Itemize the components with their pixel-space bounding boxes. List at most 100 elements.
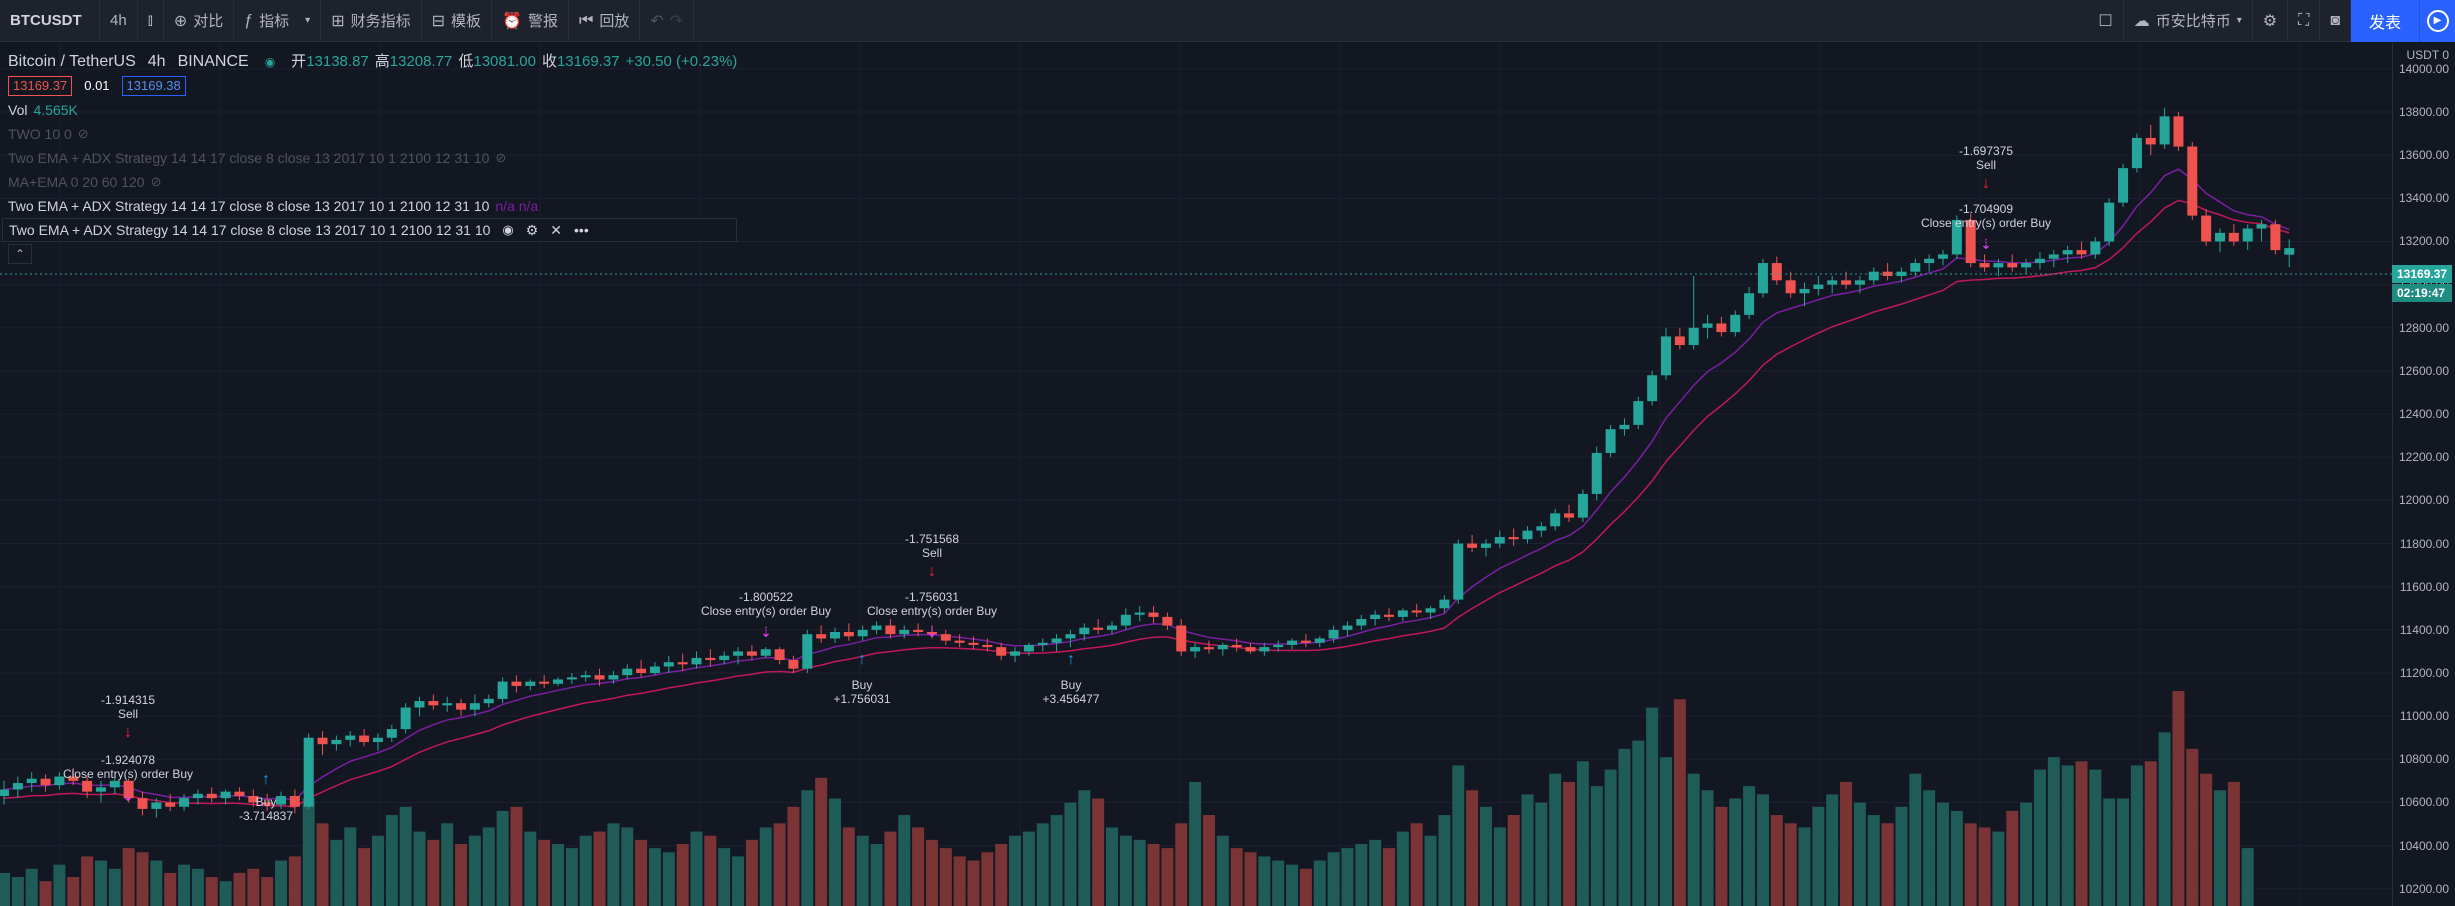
candle-body <box>1633 401 1644 425</box>
layout-button[interactable]: ☐ <box>2088 0 2124 42</box>
price-tick: 12200.00 <box>2398 450 2449 465</box>
volume-bar <box>524 831 537 906</box>
play-button[interactable]: ▶ <box>2419 0 2455 42</box>
chart-pane[interactable]: -1.914315 Sell ↓ -1.924078 Close entry(s… <box>0 43 2392 906</box>
symbol-search[interactable]: BTCUSDT <box>0 0 100 42</box>
indicator-row-2[interactable]: Two EMA + ADX Strategy 14 14 17 close 8 … <box>8 146 737 170</box>
volume-bar <box>316 823 329 906</box>
indicator-label: Two EMA + ADX Strategy 14 14 17 close 8 … <box>8 150 490 166</box>
volume-bar <box>635 839 648 906</box>
volume-bar <box>1937 802 1949 906</box>
replay-button[interactable]: ⏮ 回放 <box>569 0 641 42</box>
gear-icon[interactable]: ⚙ <box>525 222 539 238</box>
candle-body <box>539 681 550 684</box>
templates-button[interactable]: ⊟ 模板 <box>422 0 493 42</box>
play-icon: ▶ <box>2426 9 2449 32</box>
volume-bar <box>676 843 689 906</box>
volume-bar <box>1549 773 1562 906</box>
price-chart[interactable] <box>0 43 2392 906</box>
volume-bar <box>2241 848 2254 906</box>
volume-bar <box>732 856 745 906</box>
indicator-row-1[interactable]: TWO 10 0 ⊘ <box>8 122 737 146</box>
snapshot-button[interactable]: ◙ <box>2320 0 2351 42</box>
candle-body <box>1051 638 1062 643</box>
candle-body <box>1965 219 1976 264</box>
redo-icon[interactable]: ↷ <box>669 12 684 30</box>
volume-bar <box>884 831 897 906</box>
more-icon[interactable]: ••• <box>574 222 589 238</box>
alert-button[interactable]: ⏰ 警报 <box>492 0 569 42</box>
price-tick: 11000.00 <box>2399 709 2449 724</box>
compare-button[interactable]: ⊕ 对比 <box>164 0 235 42</box>
candle-body <box>1384 614 1394 617</box>
chevron-up-icon[interactable]: ⌃ <box>8 244 32 264</box>
financials-button[interactable]: ⊞ 财务指标 <box>321 0 422 42</box>
candle-body <box>192 793 203 799</box>
price-axis[interactable]: 14000.00 13800.00 13600.00 13400.00 13200.00… <box>2392 43 2455 906</box>
trade-close-2-text: Close entry(s) order Buy <box>700 604 832 618</box>
settings-button[interactable]: ⚙ <box>2253 0 2289 42</box>
volume-bar <box>1729 798 1742 906</box>
price-tick: 12000.00 <box>2398 493 2449 508</box>
volume-bar <box>2214 790 2226 906</box>
volume-bar <box>108 868 121 906</box>
volume-bar <box>1106 827 1118 906</box>
indicators-button[interactable]: ƒ 指标 ▾ <box>234 0 322 42</box>
candle-body <box>746 651 757 656</box>
ohlc-high-label: 高 <box>374 53 390 70</box>
candle-body <box>0 789 9 796</box>
close-icon[interactable]: ✕ <box>550 222 563 238</box>
volume-bar <box>288 856 301 906</box>
fullscreen-button[interactable]: ⛶ <box>2288 0 2321 42</box>
candle-body <box>1148 612 1159 617</box>
price-tick: 11800.00 <box>2399 536 2449 551</box>
price-tick: 11400.00 <box>2399 622 2449 637</box>
ask-price[interactable]: 13169.38 <box>121 76 186 96</box>
volume-bar <box>2172 691 2185 906</box>
volume-bar <box>1286 864 1299 906</box>
candle-body <box>691 657 702 665</box>
exchange-button[interactable]: ☁ 币安比特币 ▾ <box>2124 0 2253 42</box>
volume-bar <box>870 843 883 906</box>
volume-bar <box>538 839 551 906</box>
candle-body <box>1037 642 1048 645</box>
volume-bar <box>1424 835 1437 906</box>
indicator-row-3[interactable]: MA+EMA 0 20 60 120 ⊘ <box>8 170 737 194</box>
template-icon: ⊟ <box>431 12 446 30</box>
undo-icon[interactable]: ↶ <box>650 12 664 30</box>
price-unit: USDT 0 <box>2392 48 2455 62</box>
volume-bar <box>1770 815 1783 906</box>
volume-bar <box>718 848 731 906</box>
candle-body <box>400 707 411 730</box>
candle-body <box>1259 647 1270 652</box>
chart-type-button[interactable]: ⫾ <box>138 0 164 42</box>
volume-bar <box>2186 748 2199 906</box>
alert-label: 警报 <box>527 13 558 30</box>
indicator-row-5[interactable]: Two EMA + ADX Strategy 14 14 17 close 8 … <box>2 218 738 242</box>
symbol-title[interactable]: Bitcoin / TetherUS <box>8 53 136 70</box>
candle-body <box>1757 263 1768 294</box>
volume-bar <box>1715 806 1728 906</box>
interval-selector[interactable]: 4h <box>100 0 138 42</box>
eye-icon[interactable]: ◉ <box>502 222 514 237</box>
publish-button[interactable]: 发表 <box>2350 0 2419 42</box>
eye-hidden-icon[interactable]: ⊘ <box>495 150 507 165</box>
volume-bar <box>1022 831 1035 906</box>
legend-exchange: BINANCE <box>177 53 249 70</box>
candle-body <box>2187 146 2198 216</box>
eye-hidden-icon[interactable]: ⊘ <box>150 174 162 189</box>
candle-body <box>1647 375 1658 402</box>
trade-sell-2-pnl: -1.751568 <box>904 532 960 546</box>
eye-hidden-icon[interactable]: ⊘ <box>77 126 89 141</box>
bid-price[interactable]: 13169.37 <box>8 76 73 96</box>
financials-label: 财务指标 <box>350 13 411 30</box>
fullscreen-icon: ⛶ <box>2298 11 2310 29</box>
volume-bar <box>648 848 661 906</box>
volume-bar <box>1009 835 1022 906</box>
volume-bar <box>1272 860 1285 906</box>
indicator-row-4[interactable]: Two EMA + ADX Strategy 14 14 17 close 8 … <box>8 194 737 218</box>
volume-bar <box>53 864 66 906</box>
volume-bar <box>579 835 592 906</box>
volume-bar <box>1923 790 1936 906</box>
candle-body <box>2201 215 2212 242</box>
